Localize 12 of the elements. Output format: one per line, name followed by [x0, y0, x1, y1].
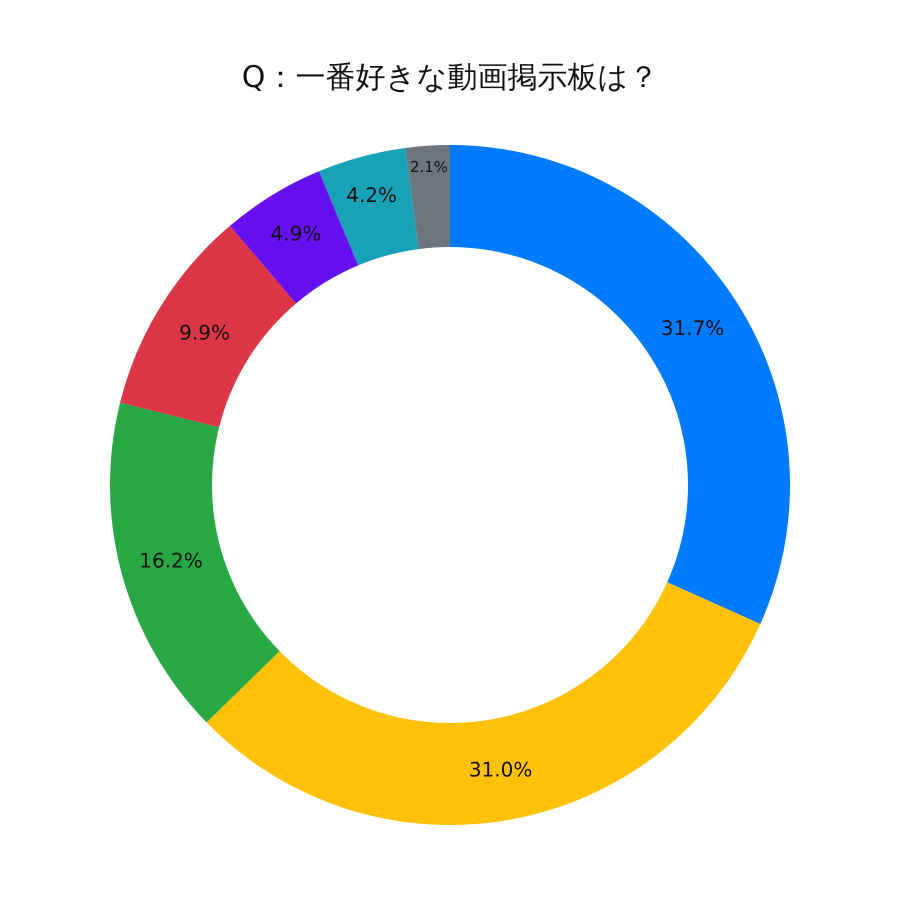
- data-label: 4.2%: [346, 182, 398, 207]
- donut-slice: [206, 582, 760, 825]
- data-label: 2.1%: [410, 158, 448, 176]
- data-label: 16.2%: [139, 548, 203, 572]
- donut-slice: [450, 145, 790, 624]
- data-label: 31.7%: [660, 316, 724, 340]
- chart-title: Q：一番好きな動画掲示板は？: [242, 60, 658, 95]
- data-label: 31.0%: [468, 758, 532, 782]
- data-label: 4.9%: [270, 222, 322, 246]
- donut-slice: [405, 145, 450, 250]
- data-label: 9.9%: [179, 320, 230, 344]
- donut-slice: [110, 402, 280, 722]
